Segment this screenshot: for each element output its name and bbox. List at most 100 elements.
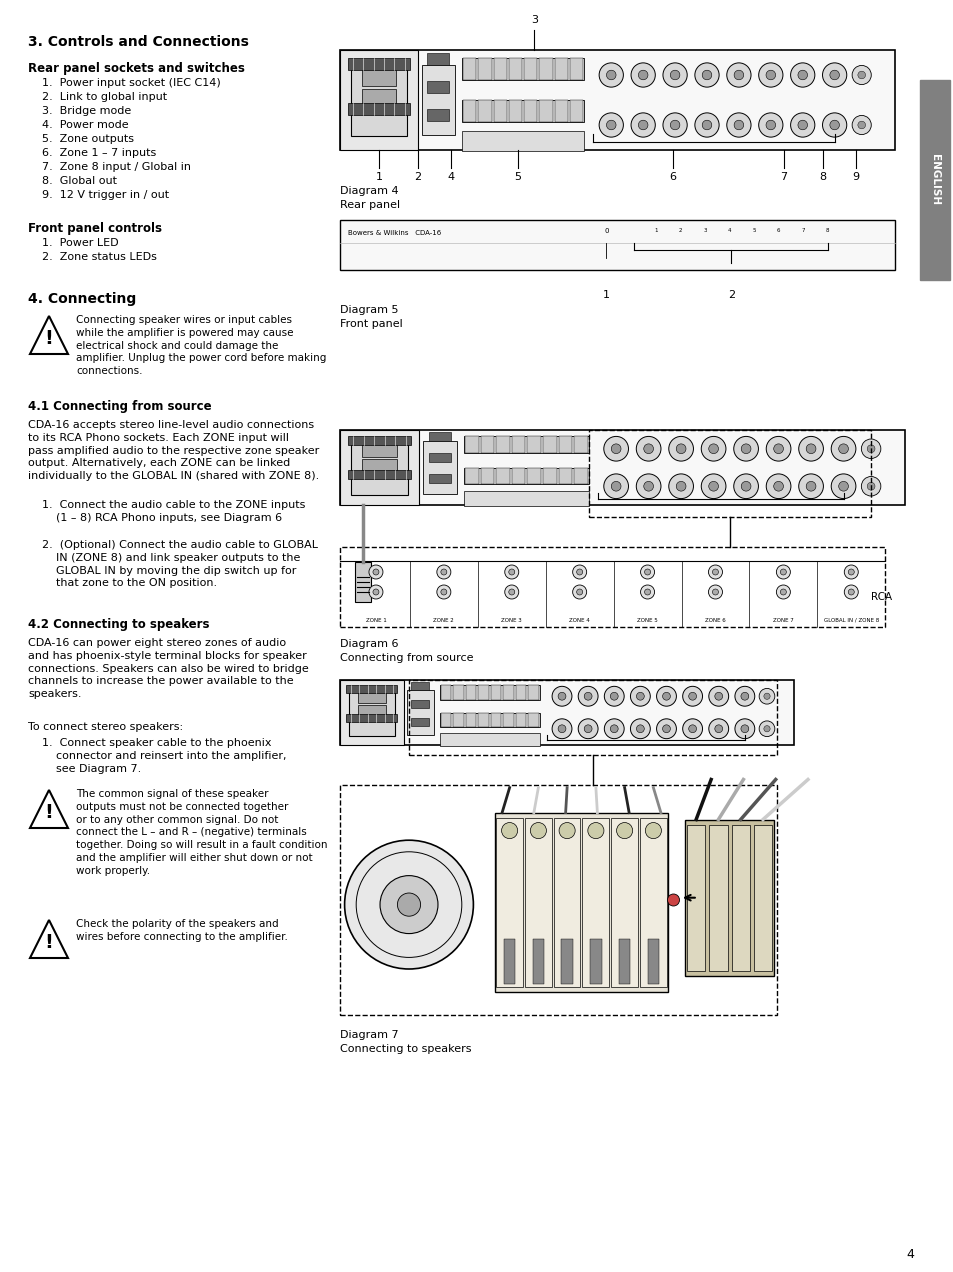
Circle shape	[857, 121, 864, 128]
Bar	[346, 686, 396, 693]
Circle shape	[838, 444, 847, 454]
Circle shape	[369, 585, 382, 599]
Bar	[503, 939, 515, 985]
Bar	[461, 100, 583, 122]
Text: Front panel controls: Front panel controls	[28, 223, 162, 235]
Circle shape	[576, 569, 582, 575]
Bar	[439, 712, 539, 726]
Circle shape	[668, 436, 693, 460]
Circle shape	[644, 823, 660, 838]
Bar	[453, 712, 463, 726]
Text: To connect stereo speakers:: To connect stereo speakers:	[28, 722, 183, 731]
Text: Front panel: Front panel	[339, 319, 402, 329]
Text: 6.  Zone 1 – 7 inputs: 6. Zone 1 – 7 inputs	[42, 148, 156, 158]
Text: Connecting speaker wires or input cables
while the amplifier is powered may caus: Connecting speaker wires or input cables…	[76, 315, 326, 377]
Circle shape	[830, 474, 855, 499]
Circle shape	[501, 823, 517, 838]
Text: GLOBAL IN / ZONE 8: GLOBAL IN / ZONE 8	[822, 618, 878, 623]
Circle shape	[576, 589, 582, 595]
Text: 5: 5	[514, 172, 520, 182]
Circle shape	[630, 719, 650, 739]
Circle shape	[611, 481, 620, 491]
Circle shape	[734, 687, 754, 706]
Bar	[357, 706, 385, 720]
Bar	[503, 712, 514, 726]
Text: 0: 0	[603, 228, 608, 234]
Circle shape	[797, 121, 806, 130]
Bar	[427, 53, 449, 65]
Bar	[428, 453, 451, 462]
Circle shape	[790, 62, 814, 86]
Text: Rear panel sockets and switches: Rear panel sockets and switches	[28, 62, 245, 75]
Bar	[512, 436, 525, 453]
Circle shape	[682, 687, 701, 706]
Text: !: !	[45, 934, 53, 953]
Text: !: !	[45, 329, 53, 349]
Bar	[348, 436, 411, 445]
Text: ZONE 5: ZONE 5	[637, 618, 658, 623]
Circle shape	[643, 444, 653, 454]
Circle shape	[726, 113, 750, 137]
Bar	[639, 818, 666, 987]
Circle shape	[708, 565, 721, 579]
Bar	[477, 712, 488, 726]
Bar	[339, 50, 417, 150]
Circle shape	[830, 436, 855, 460]
Text: 4.2 Connecting to speakers: 4.2 Connecting to speakers	[28, 618, 210, 631]
Circle shape	[688, 725, 696, 733]
Text: !: !	[45, 804, 53, 822]
Text: Bowers & Wilkins   CDA-16: Bowers & Wilkins CDA-16	[348, 230, 441, 237]
Bar	[574, 436, 587, 453]
Bar	[569, 100, 582, 122]
Circle shape	[708, 585, 721, 599]
Circle shape	[714, 725, 721, 733]
Bar	[538, 59, 552, 80]
Bar	[462, 59, 476, 80]
Bar	[569, 59, 582, 80]
Circle shape	[700, 474, 725, 499]
Circle shape	[733, 474, 758, 499]
Bar	[512, 468, 525, 485]
Text: ZONE 1: ZONE 1	[365, 618, 386, 623]
Text: Diagram 6: Diagram 6	[339, 639, 398, 649]
Bar	[588, 430, 870, 516]
Circle shape	[776, 585, 789, 599]
Circle shape	[440, 569, 446, 575]
Text: ZONE 2: ZONE 2	[433, 618, 454, 623]
Bar	[411, 719, 429, 726]
Circle shape	[638, 70, 647, 80]
Bar	[439, 686, 539, 700]
Text: 2.  Link to global input: 2. Link to global input	[42, 92, 167, 102]
Bar	[542, 436, 556, 453]
Circle shape	[866, 445, 874, 453]
Bar	[503, 686, 514, 700]
Bar	[349, 689, 395, 736]
Circle shape	[773, 444, 782, 454]
Text: ZONE 4: ZONE 4	[569, 618, 589, 623]
Circle shape	[726, 62, 750, 86]
Circle shape	[700, 436, 725, 460]
Circle shape	[630, 687, 650, 706]
Text: ENGLISH: ENGLISH	[929, 154, 939, 206]
Bar	[528, 686, 538, 700]
Circle shape	[701, 121, 711, 130]
Text: 2.  Zone status LEDs: 2. Zone status LEDs	[42, 252, 156, 262]
Bar	[491, 686, 501, 700]
Bar	[542, 468, 556, 485]
Circle shape	[611, 444, 620, 454]
Bar	[339, 50, 894, 150]
Text: 2.  (Optional) Connect the audio cable to GLOBAL
    IN (ZONE 8) and link speake: 2. (Optional) Connect the audio cable to…	[42, 541, 317, 589]
Circle shape	[765, 436, 790, 460]
Circle shape	[379, 875, 437, 934]
Circle shape	[773, 481, 782, 491]
Bar	[558, 436, 572, 453]
Circle shape	[694, 62, 719, 86]
Bar	[753, 824, 771, 971]
Text: 3. Controls and Connections: 3. Controls and Connections	[28, 36, 249, 50]
Circle shape	[668, 474, 693, 499]
Text: Connecting to speakers: Connecting to speakers	[339, 1044, 471, 1054]
Text: 9: 9	[852, 172, 859, 182]
Circle shape	[636, 692, 643, 700]
Circle shape	[805, 481, 815, 491]
Bar	[684, 819, 773, 976]
